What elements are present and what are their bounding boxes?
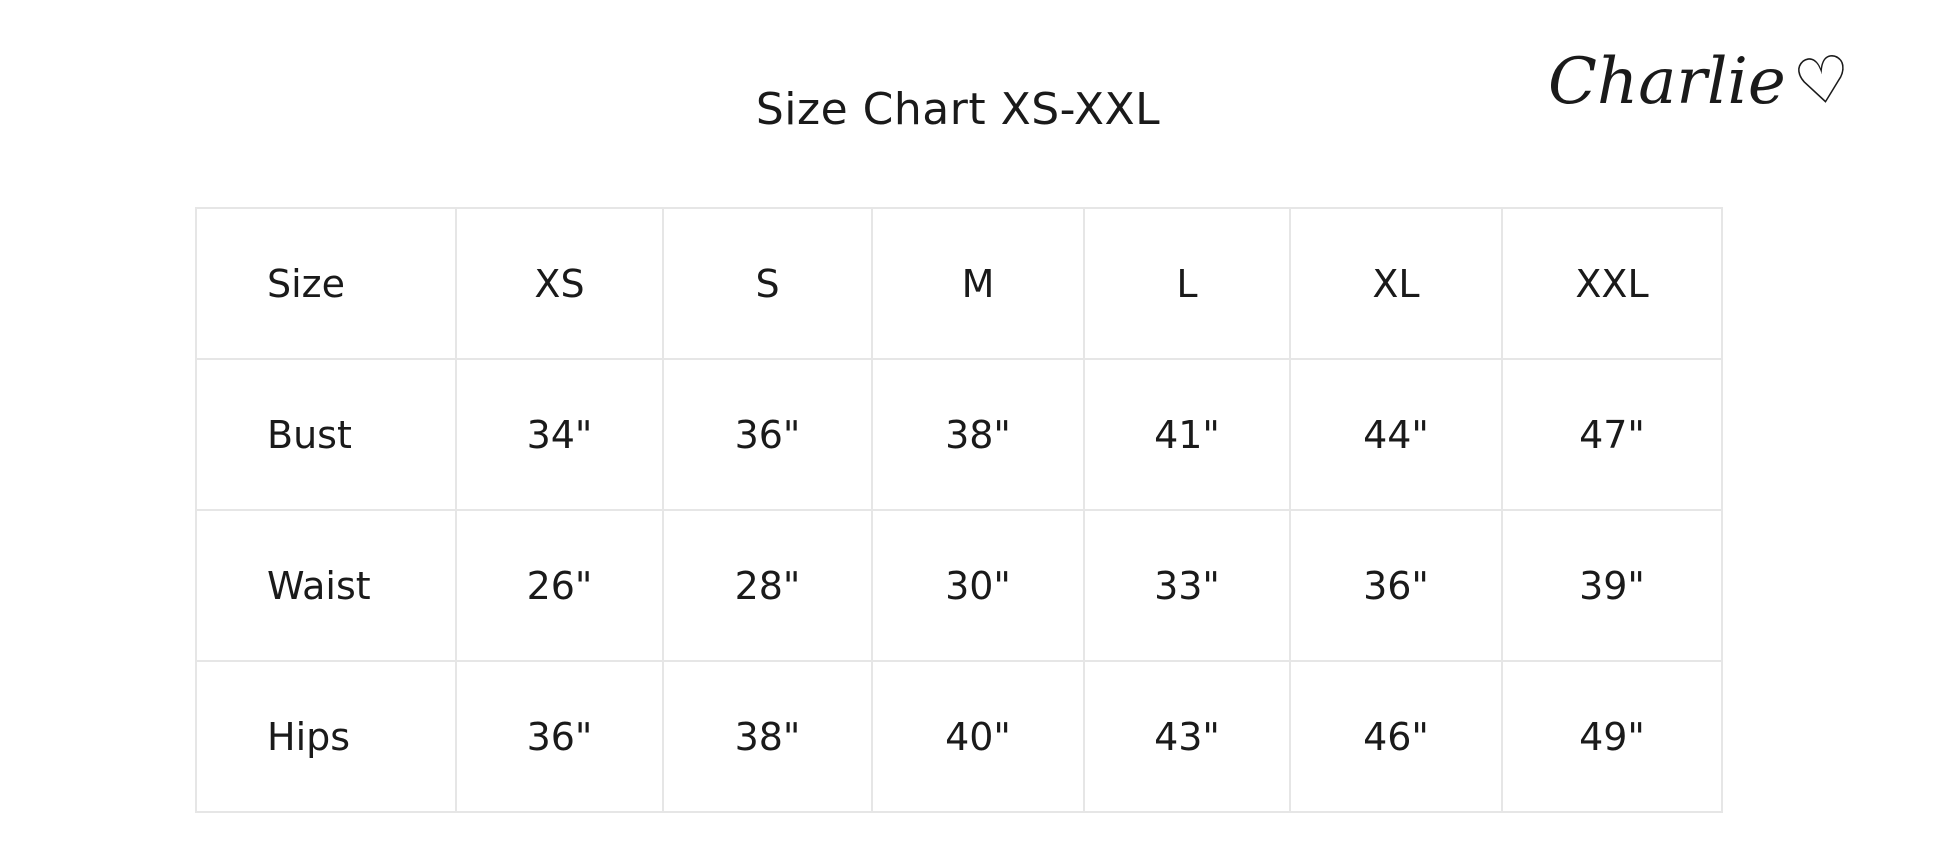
table-cell: XL bbox=[1289, 207, 1503, 360]
heart-icon: ♡ bbox=[1788, 41, 1856, 123]
table-cell: 36" bbox=[1289, 509, 1503, 662]
table-cell: 38" bbox=[662, 660, 873, 813]
header-row: Size XS S M L XL XXL bbox=[195, 207, 1723, 360]
size-chart-table: Size XS S M L XL XXL Bust 34" 36" 38" 41" 44" 47" Wais… bbox=[195, 207, 1723, 813]
table-row: Waist 26" 28" 30" 33" 36" 39" bbox=[195, 509, 1723, 662]
table-cell: 34" bbox=[455, 358, 664, 511]
table-row: Bust 34" 36" 38" 41" 44" 47" bbox=[195, 358, 1723, 511]
table-cell: 28" bbox=[662, 509, 873, 662]
table-cell: 30" bbox=[871, 509, 1085, 662]
table-cell: 44" bbox=[1289, 358, 1503, 511]
row-label: Waist bbox=[195, 509, 457, 662]
table-cell: 36" bbox=[662, 358, 873, 511]
table-cell: XXL bbox=[1501, 207, 1723, 360]
table-cell: L bbox=[1083, 207, 1291, 360]
table-cell: S bbox=[662, 207, 873, 360]
table-cell: M bbox=[871, 207, 1085, 360]
row-label: Size bbox=[195, 207, 457, 360]
brand-logo: Charlie ♡ bbox=[1548, 40, 1856, 124]
table-cell: XS bbox=[455, 207, 664, 360]
table-cell: 33" bbox=[1083, 509, 1291, 662]
table-cell: 36" bbox=[455, 660, 664, 813]
page-title: Size Chart XS-XXL bbox=[755, 84, 1161, 135]
table-cell: 41" bbox=[1083, 358, 1291, 511]
row-label: Bust bbox=[195, 358, 457, 511]
table-cell: 26" bbox=[455, 509, 664, 662]
logo-text: Charlie bbox=[1548, 45, 1786, 119]
table-cell: 43" bbox=[1083, 660, 1291, 813]
table-row: Hips 36" 38" 40" 43" 46" 49" bbox=[195, 660, 1723, 813]
table-cell: 46" bbox=[1289, 660, 1503, 813]
row-label: Hips bbox=[195, 660, 457, 813]
table-cell: 49" bbox=[1501, 660, 1723, 813]
table-cell: 38" bbox=[871, 358, 1085, 511]
table-cell: 47" bbox=[1501, 358, 1723, 511]
table-cell: 40" bbox=[871, 660, 1085, 813]
table-cell: 39" bbox=[1501, 509, 1723, 662]
